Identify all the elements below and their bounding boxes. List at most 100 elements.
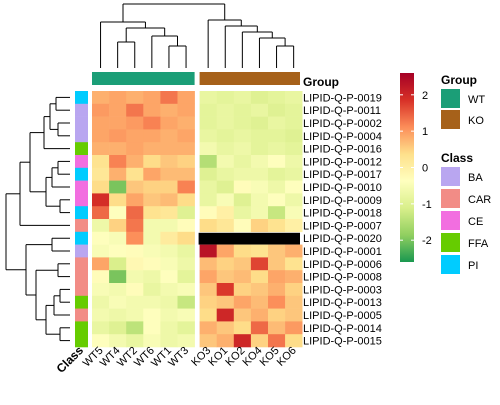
heatmap-cell — [126, 142, 144, 156]
class-legend-swatch — [441, 167, 460, 186]
heatmap-cell — [109, 283, 127, 297]
heatmap-cell — [250, 193, 269, 207]
colorbar-tick-label: -1 — [422, 199, 432, 211]
heatmap-cell — [92, 231, 110, 245]
heatmap-cell — [143, 91, 161, 105]
heatmap-cell — [109, 103, 127, 117]
heatmap-cell — [216, 283, 235, 297]
heatmap-cell — [126, 283, 144, 297]
heatmap-cell — [199, 180, 217, 194]
heatmap-cell — [143, 244, 161, 258]
heatmap-cell — [285, 167, 303, 181]
heatmap-cell — [199, 155, 217, 169]
heatmap-cell — [250, 142, 269, 156]
heatmap-cell — [160, 334, 178, 348]
heatmap-cell — [216, 308, 235, 322]
heatmap-cell — [233, 308, 252, 322]
column-label: KO6 — [275, 345, 299, 369]
group-annotation-ko — [199, 72, 300, 85]
heatmap-cell — [233, 180, 252, 194]
class-legend-swatch — [441, 255, 460, 274]
heatmap-cell — [250, 334, 269, 348]
heatmap-cell — [126, 321, 144, 335]
heatmap-cell — [160, 231, 178, 245]
heatmap-cell — [160, 219, 178, 233]
heatmap-cell — [199, 206, 217, 220]
heatmap-cell — [126, 295, 144, 309]
heatmap-cell — [109, 155, 127, 169]
row-label: LIPID-Q-P-0002 — [303, 118, 382, 130]
heatmap-cell — [216, 103, 235, 117]
heatmap-cell — [92, 206, 110, 220]
heatmap-cell — [199, 295, 217, 309]
row-label: LIPID-Q-P-0017 — [303, 169, 382, 181]
heatmap-cell — [109, 231, 127, 245]
heatmap-cell — [92, 116, 110, 130]
heatmap-cell — [177, 257, 195, 271]
heatmap-cell — [216, 270, 235, 284]
class-annotation-cell — [75, 321, 88, 335]
colorbar-tick-label: 2 — [422, 90, 428, 102]
heatmap-cell — [216, 206, 235, 220]
class-annotation-cell — [75, 334, 88, 348]
heatmap-cell — [285, 283, 303, 297]
heatmap-cell — [250, 103, 269, 117]
heatmap-cell — [199, 257, 217, 271]
heatmap-cell — [160, 116, 178, 130]
class-annotation-cell — [75, 231, 88, 245]
heatmap-cell — [177, 244, 195, 258]
heatmap-cell — [285, 103, 303, 117]
heatmap-cell — [160, 193, 178, 207]
heatmap-cell — [250, 180, 269, 194]
heatmap-cell — [285, 91, 303, 105]
heatmap-cell — [216, 244, 235, 258]
heatmap-cell — [92, 219, 110, 233]
colorbar-tick-label: 0 — [422, 163, 428, 175]
heatmap-cell — [126, 180, 144, 194]
heatmap-cell — [250, 270, 269, 284]
class-annotation-cell — [75, 308, 88, 322]
class-annotation-cell — [75, 129, 88, 143]
group-legend-swatch — [441, 89, 460, 108]
heatmap-cell — [109, 206, 127, 220]
heatmap-cell — [177, 334, 195, 348]
heatmap-cell — [268, 244, 286, 258]
heatmap-cell — [143, 321, 161, 335]
heatmap-cell — [216, 180, 235, 194]
heatmap-cell — [109, 334, 127, 348]
heatmap-cell — [160, 244, 178, 258]
heatmap-cell — [126, 91, 144, 105]
heatmap-cell — [233, 206, 252, 220]
group-legend-label: KO — [468, 115, 484, 127]
heatmap-cell — [109, 193, 127, 207]
heatmap-cell — [268, 129, 286, 143]
class-legend-label: BA — [468, 172, 483, 184]
heatmap-cell — [143, 219, 161, 233]
heatmap-cell — [216, 257, 235, 271]
heatmap-cell — [199, 219, 217, 233]
heatmap-cell — [250, 283, 269, 297]
heatmap-cell — [268, 219, 286, 233]
row-label: LIPID-Q-P-0015 — [303, 336, 382, 348]
heatmap-cell — [126, 231, 144, 245]
heatmap-cell — [268, 321, 286, 335]
class-legend-swatch — [441, 211, 460, 230]
heatmap-cell — [250, 206, 269, 220]
heatmap-cell — [250, 91, 269, 105]
group-legend-swatch — [441, 110, 460, 129]
heatmap-cell — [199, 270, 217, 284]
heatmap-cell — [268, 283, 286, 297]
heatmap-cell — [199, 334, 217, 348]
heatmap-cell — [143, 257, 161, 271]
heatmap-cell — [199, 129, 217, 143]
class-annotation-cell — [75, 283, 88, 297]
heatmap-cell — [233, 167, 252, 181]
class-annotation-cell — [75, 295, 88, 309]
heatmap-cell — [285, 295, 303, 309]
heatmap-cell — [160, 129, 178, 143]
heatmap-cell — [233, 283, 252, 297]
class-annotation-cell — [75, 270, 88, 284]
heatmap-cell — [233, 103, 252, 117]
heatmap-cell — [285, 142, 303, 156]
